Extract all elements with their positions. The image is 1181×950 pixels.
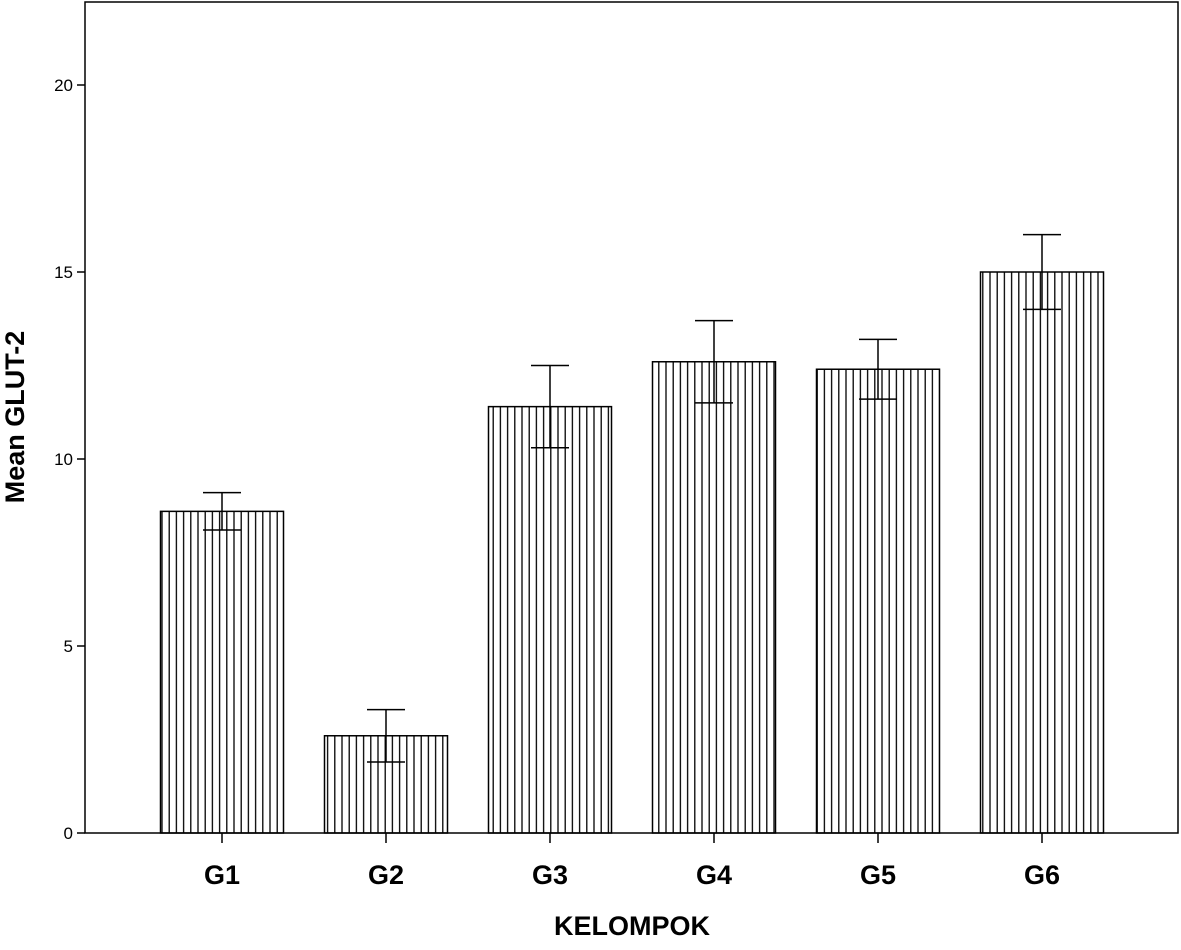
- error-bars: [203, 233, 1061, 763]
- x-tick-label-g3: G3: [532, 860, 568, 890]
- bar-g4: [651, 361, 777, 834]
- x-tick-label-g2: G2: [368, 860, 404, 890]
- bars: [159, 271, 1105, 834]
- y-tick-label: 0: [64, 824, 73, 843]
- x-axis-title: KELOMPOK: [554, 911, 711, 941]
- y-tick-label: 20: [54, 76, 73, 95]
- x-tick-label-g6: G6: [1024, 860, 1060, 890]
- bar-g1: [159, 510, 285, 834]
- y-tick-label: 15: [54, 263, 73, 282]
- y-axis-title: Mean GLUT-2: [0, 331, 30, 504]
- bar-g6: [979, 271, 1105, 834]
- bar-g3: [487, 405, 613, 834]
- y-tick-label: 10: [54, 450, 73, 469]
- x-axis: G1 G2 G3 G4 G5 G6: [204, 833, 1060, 890]
- x-tick-label-g5: G5: [860, 860, 896, 890]
- bar-g5: [815, 368, 941, 834]
- y-axis: 0 5 10 15 20: [54, 76, 85, 843]
- y-tick-label: 5: [64, 637, 73, 656]
- x-tick-label-g1: G1: [204, 860, 240, 890]
- plot-frame: [84, 1, 1179, 834]
- x-tick-label-g4: G4: [696, 860, 732, 890]
